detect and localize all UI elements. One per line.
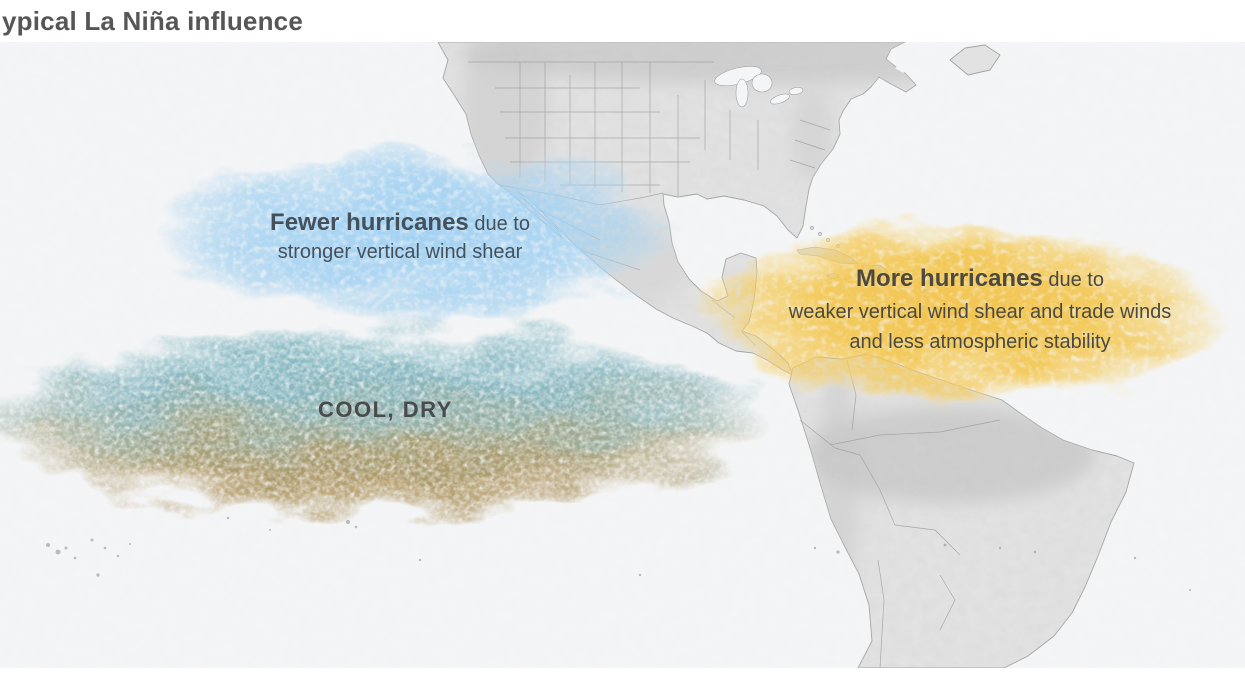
great-lakes	[714, 60, 912, 108]
cool-dry-label: COOL, DRY	[318, 397, 453, 422]
pacific-islands	[46, 516, 1191, 591]
more-hurricanes-region-blob	[697, 224, 1227, 400]
cool-dry-region-blob	[0, 324, 775, 516]
page-title: ypical La Niña influence	[2, 6, 303, 36]
fewer-hurricanes-region-blob	[152, 147, 678, 319]
americas-map-graphic	[0, 42, 1245, 668]
map-region	[0, 42, 1245, 668]
newfoundland-island	[949, 44, 1001, 76]
